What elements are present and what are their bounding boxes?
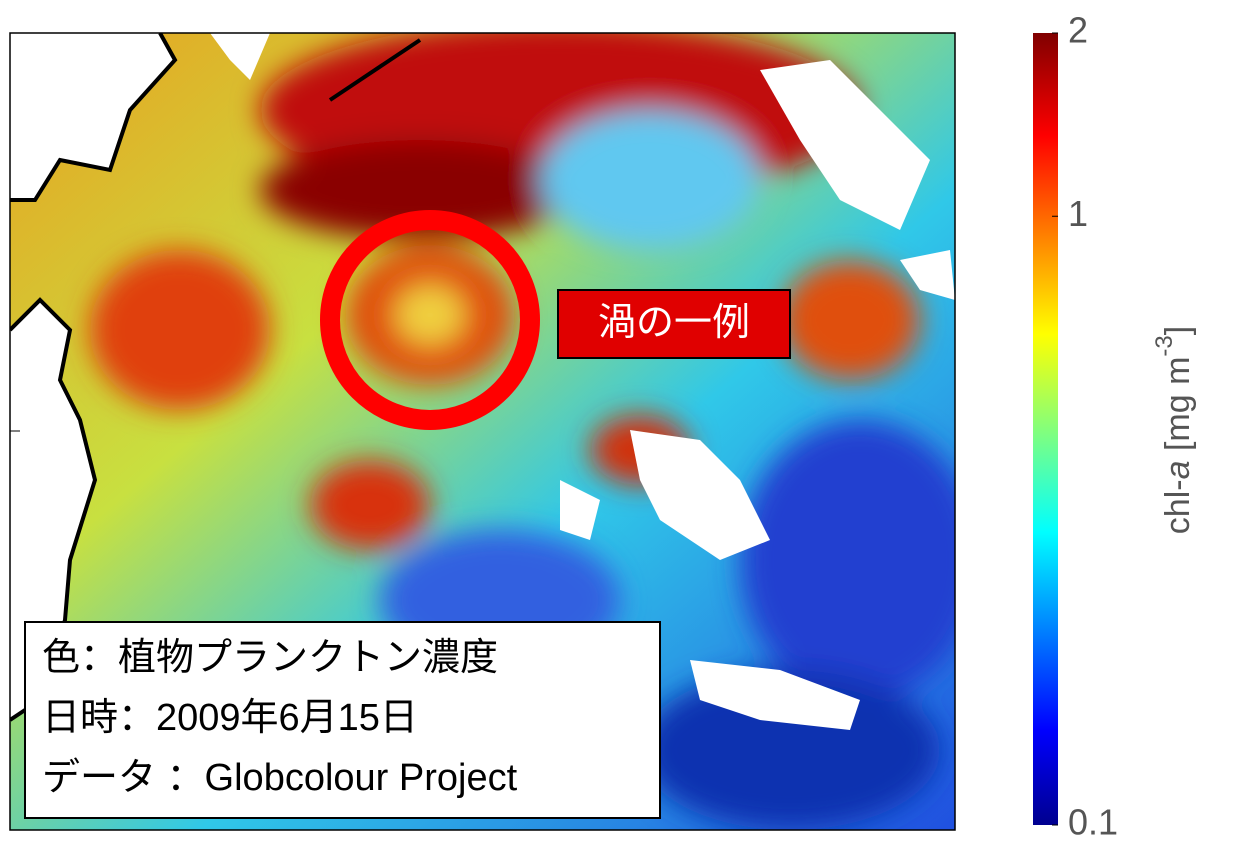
label-part: a: [1159, 460, 1197, 479]
annotation: 渦の一例: [598, 302, 750, 344]
colorbar-ticks: 0.1 1 2: [1052, 10, 1118, 843]
caption-line: 日時：2009年6月15日: [42, 697, 418, 739]
caption-box: [24, 621, 661, 819]
label-part: -3: [1151, 335, 1178, 356]
caption-line: 色：植物プランクトン濃度: [42, 637, 498, 679]
caption-line: データ ：Globcolour Project: [42, 757, 518, 799]
label-part: [mg m: [1159, 357, 1197, 461]
colorbar-tick-label: 1: [1068, 193, 1088, 234]
annotation-box: [557, 289, 791, 359]
colorbar-tick-label: 2: [1068, 10, 1088, 51]
label-part: ]: [1159, 326, 1197, 335]
eddy-circle: [320, 210, 540, 430]
chlorophyll-map: [10, 33, 955, 830]
colorbar-label: chl-a [mg m-3]: [1151, 326, 1197, 534]
colorbar-tick-label: 0.1: [1068, 802, 1118, 839]
label-part: chl-: [1159, 479, 1197, 534]
colorbar: [1033, 33, 1058, 825]
